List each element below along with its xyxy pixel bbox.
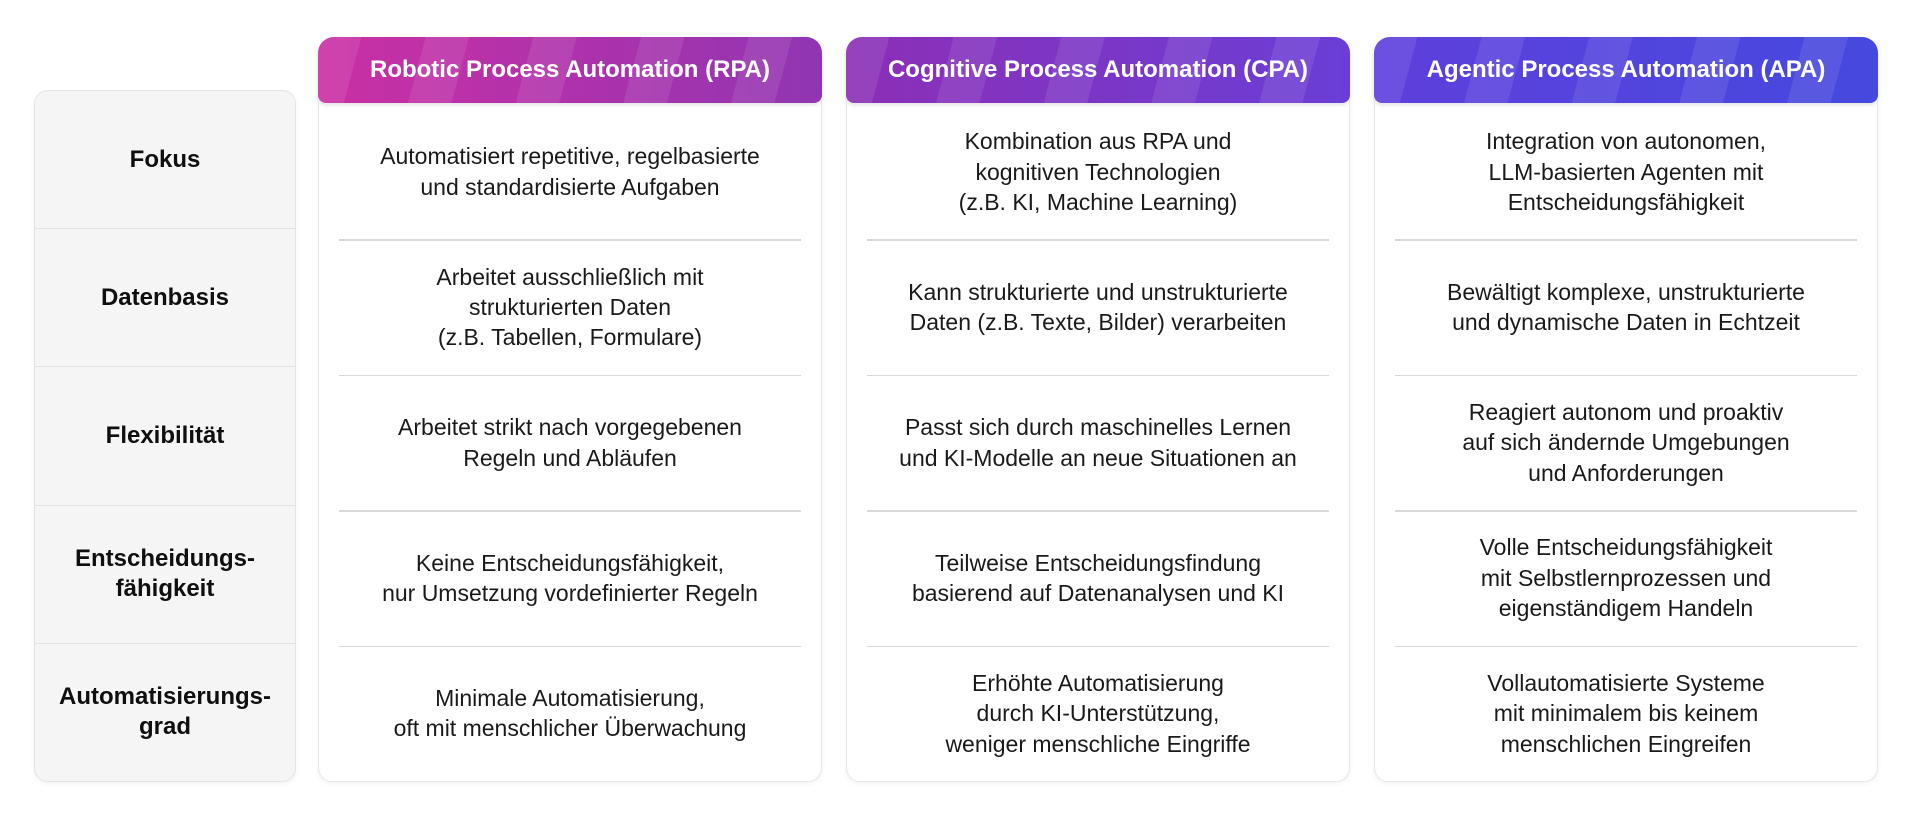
comparison-table: Fokus Datenbasis Flexibilität Entscheidu… (34, 37, 1878, 782)
column-header-rpa-label: Robotic Process Automation (RPA) (369, 56, 771, 83)
column-body-cpa: Kombination aus RPA und kognitiven Techn… (846, 90, 1350, 782)
column-header-cpa: Cognitive Process Automation (CPA) (846, 37, 1350, 103)
row-label-column: Fokus Datenbasis Flexibilität Entscheidu… (34, 90, 296, 782)
column-header-rpa: Robotic Process Automation (RPA) (318, 37, 822, 103)
table-cell-cpa-automatisierungsgrad: Erhöhte Automatisierung durch KI-Unterst… (847, 645, 1349, 781)
table-cell-apa-entscheidungsfaehigkeit: Volle Entscheidungsfähigkeit mit Selbstl… (1375, 510, 1877, 645)
column-header-cpa-label: Cognitive Process Automation (CPA) (887, 56, 1309, 83)
table-cell-cpa-fokus: Kombination aus RPA und kognitiven Techn… (958, 128, 1238, 215)
column-header-apa: Agentic Process Automation (APA) (1374, 37, 1878, 103)
table-cell-apa-datenbasis: Bewältigt komplexe, unstrukturierte und … (1375, 239, 1877, 374)
table-cell-rpa-datenbasis: Arbeitet ausschließlich mit strukturiert… (319, 239, 821, 374)
table-cell-cpa-flexibilitaet: Passt sich durch maschinelles Lernen und… (847, 374, 1349, 510)
table-cell-rpa-entscheidungsfaehigkeit: Keine Entscheidungsfähigkeit, nur Umsetz… (319, 510, 821, 645)
table-cell-cpa-datenbasis: Kann strukturierte und unstrukturierte D… (847, 239, 1349, 374)
column-cpa: Cognitive Process Automation (CPA) Kombi… (846, 37, 1350, 782)
table-cell-apa-automatisierungsgrad: Vollautomatisierte Systeme mit minimalem… (1375, 645, 1877, 781)
row-label-entscheidungsfaehigkeit: Entscheidungs-fähigkeit (35, 504, 295, 643)
table-cell-rpa-flexibilitaet: Arbeitet strikt nach vorgegebenen Regeln… (319, 374, 821, 510)
row-label-fokus: Fokus (129, 145, 201, 173)
column-apa: Agentic Process Automation (APA) Integra… (1374, 37, 1878, 782)
table-cell-apa-flexibilitaet: Reagiert autonom und proaktiv auf sich ä… (1375, 374, 1877, 510)
row-label-datenbasis: Datenbasis (35, 228, 295, 366)
table-cell-rpa-automatisierungsgrad: Minimale Automatisierung, oft mit mensch… (319, 645, 821, 781)
column-rpa: Robotic Process Automation (RPA) Automat… (318, 37, 822, 782)
column-header-apa-label: Agentic Process Automation (APA) (1426, 56, 1826, 83)
row-label-automatisierungsgrad: Automatisierungs-grad (35, 642, 295, 781)
table-cell-rpa-fokus: Automatisiert repetitive, regelbasierte … (380, 143, 760, 200)
table-cell-cpa-entscheidungsfaehigkeit: Teilweise Entscheidungsfindung basierend… (847, 510, 1349, 645)
column-body-apa: Integration von autonomen, LLM-basierten… (1374, 90, 1878, 782)
column-body-rpa: Automatisiert repetitive, regelbasierte … (318, 90, 822, 782)
row-label-flexibilitaet: Flexibilität (35, 366, 295, 504)
table-cell-apa-fokus: Integration von autonomen, LLM-basierten… (1485, 128, 1767, 215)
